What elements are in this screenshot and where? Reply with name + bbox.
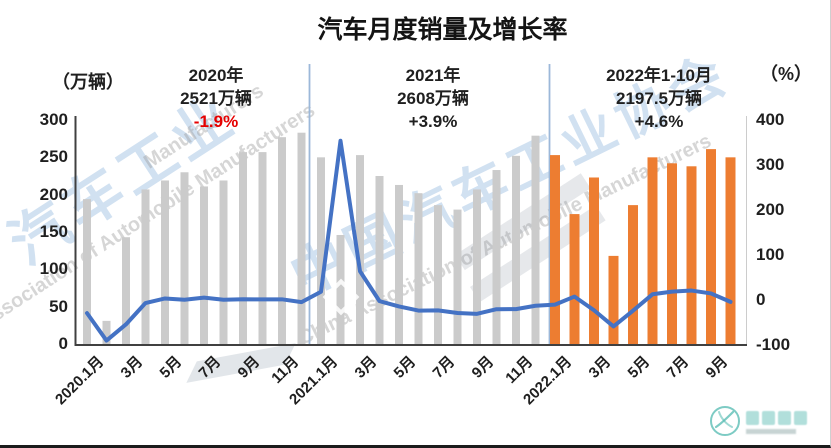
sales-bar: [219, 180, 228, 344]
right-axis-tick-label: 100: [756, 245, 785, 264]
sales-bar: [725, 157, 736, 344]
sales-bar: [161, 180, 169, 344]
sales-bar: [434, 205, 442, 344]
logo-text-block: [746, 411, 759, 425]
sales-bar: [141, 189, 150, 344]
annotation-2020-total: 2521万辆: [180, 89, 252, 108]
sales-bar: [375, 176, 384, 344]
annotation-2021-year: 2021年: [405, 66, 461, 85]
logo-figure-icon: [714, 410, 735, 429]
sales-bar: [336, 234, 345, 344]
right-axis-tick-label: 0: [756, 290, 766, 309]
left-axis-unit-label: （万辆）: [52, 72, 124, 92]
sales-bar: [239, 152, 247, 344]
right-axis-tick-label: 400: [756, 110, 785, 129]
annotation-2022-total: 2197.5万辆: [616, 89, 702, 108]
annotation-2020-growth: -1.9%: [193, 112, 239, 131]
sales-bar: [531, 135, 540, 344]
logo-text-block: [778, 411, 791, 425]
right-axis-tick-label: 200: [756, 200, 785, 219]
logo-text-block: [794, 411, 807, 425]
sales-bar: [628, 205, 638, 344]
sales-bar: [258, 152, 267, 344]
sales-bar: [395, 184, 403, 344]
sales-bar: [686, 166, 697, 344]
sales-bar: [180, 172, 189, 344]
sales-bar: [278, 137, 286, 344]
logo-subtext-block: [746, 429, 796, 434]
sales-bar: [512, 155, 520, 344]
annotation-2022-growth: +4.6%: [634, 112, 684, 131]
sales-bar: [550, 155, 560, 344]
annotation-2022-period: 2022年1-10月: [606, 66, 712, 85]
sales-bar: [122, 237, 130, 344]
sales-bar: [102, 320, 111, 344]
sales-bar: [356, 155, 364, 344]
left-axis-tick-label: 50: [49, 296, 68, 316]
left-axis-tick-label: 300: [39, 110, 68, 129]
annotation-2020-year: 2020年: [188, 66, 244, 85]
growth-line: [85, 138, 733, 343]
left-axis-tick-label: 0: [58, 334, 68, 353]
left-axis-tick-label: 150: [39, 222, 68, 241]
sales-bar: [706, 149, 716, 344]
sales-bar: [608, 255, 619, 344]
right-axis-tick-label: 300: [756, 155, 785, 174]
chart-title: 汽车月度销量及增长率: [317, 16, 568, 44]
logo-circle-icon: [710, 406, 740, 436]
right-axis-tick-label: -100: [756, 335, 791, 354]
logo-text-block: [762, 411, 775, 425]
sales-bar: [453, 209, 462, 344]
left-axis-tick-label: 200: [39, 184, 68, 204]
annotation-2021: 2021年 2608万辆 +3.9%: [333, 64, 533, 133]
right-axis-unit-label: （%）: [760, 64, 813, 84]
sales-bar: [317, 157, 325, 344]
sales-bar: [200, 186, 208, 344]
sales-bar: [569, 214, 580, 344]
sales-bar: [589, 177, 599, 344]
sales-bar: [667, 163, 677, 344]
sales-bar: [473, 189, 481, 344]
left-axis-tick-label: 100: [39, 259, 68, 279]
sales-bar: [297, 132, 306, 344]
sales-bar: [83, 199, 91, 344]
annotation-2020: 2020年 2521万辆 -1.9%: [116, 64, 316, 133]
sales-bar: [492, 170, 501, 344]
sales-bar: [414, 193, 423, 344]
sales-bar: [647, 157, 658, 344]
left-axis-tick-label: 250: [39, 147, 68, 167]
annotation-2022: 2022年1-10月 2197.5万辆 +4.6%: [547, 64, 771, 133]
annotation-2021-growth: +3.9%: [408, 112, 458, 131]
annotation-2021-total: 2608万辆: [397, 89, 469, 108]
watermark-logo: [708, 404, 826, 442]
